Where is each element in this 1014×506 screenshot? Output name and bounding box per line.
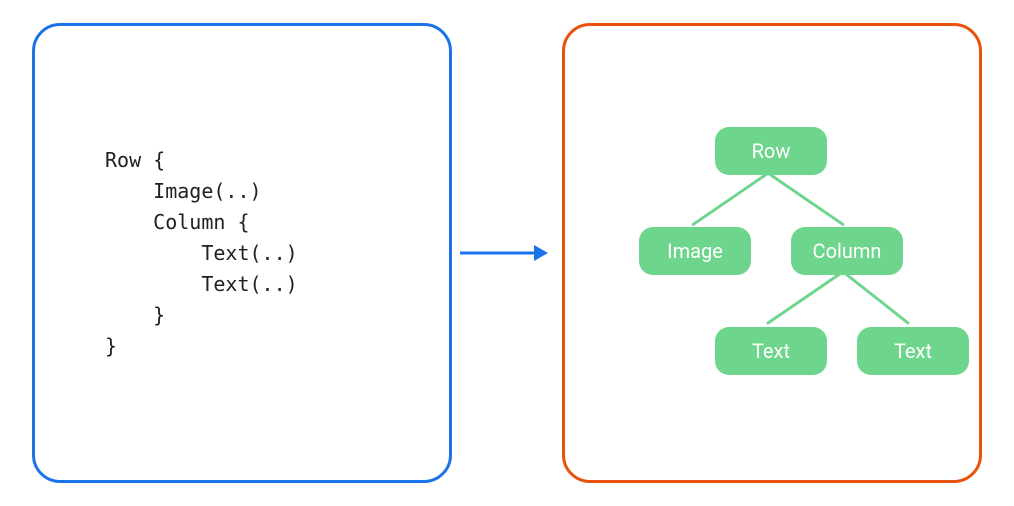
tree-panel: Row Image Column Text Text	[562, 23, 982, 483]
tree-node-row: Row	[715, 127, 827, 175]
code-panel: Row { Image(..) Column { Text(..) Text(.…	[32, 23, 452, 483]
tree-node-text2: Text	[857, 327, 969, 375]
tree-node-text1: Text	[715, 327, 827, 375]
tree-node-image: Image	[639, 227, 751, 275]
transform-arrow	[452, 233, 562, 273]
arrow-wrap	[452, 233, 562, 273]
tree-node-column: Column	[791, 227, 903, 275]
code-block: Row { Image(..) Column { Text(..) Text(.…	[105, 145, 298, 362]
tree-edges	[565, 26, 979, 480]
